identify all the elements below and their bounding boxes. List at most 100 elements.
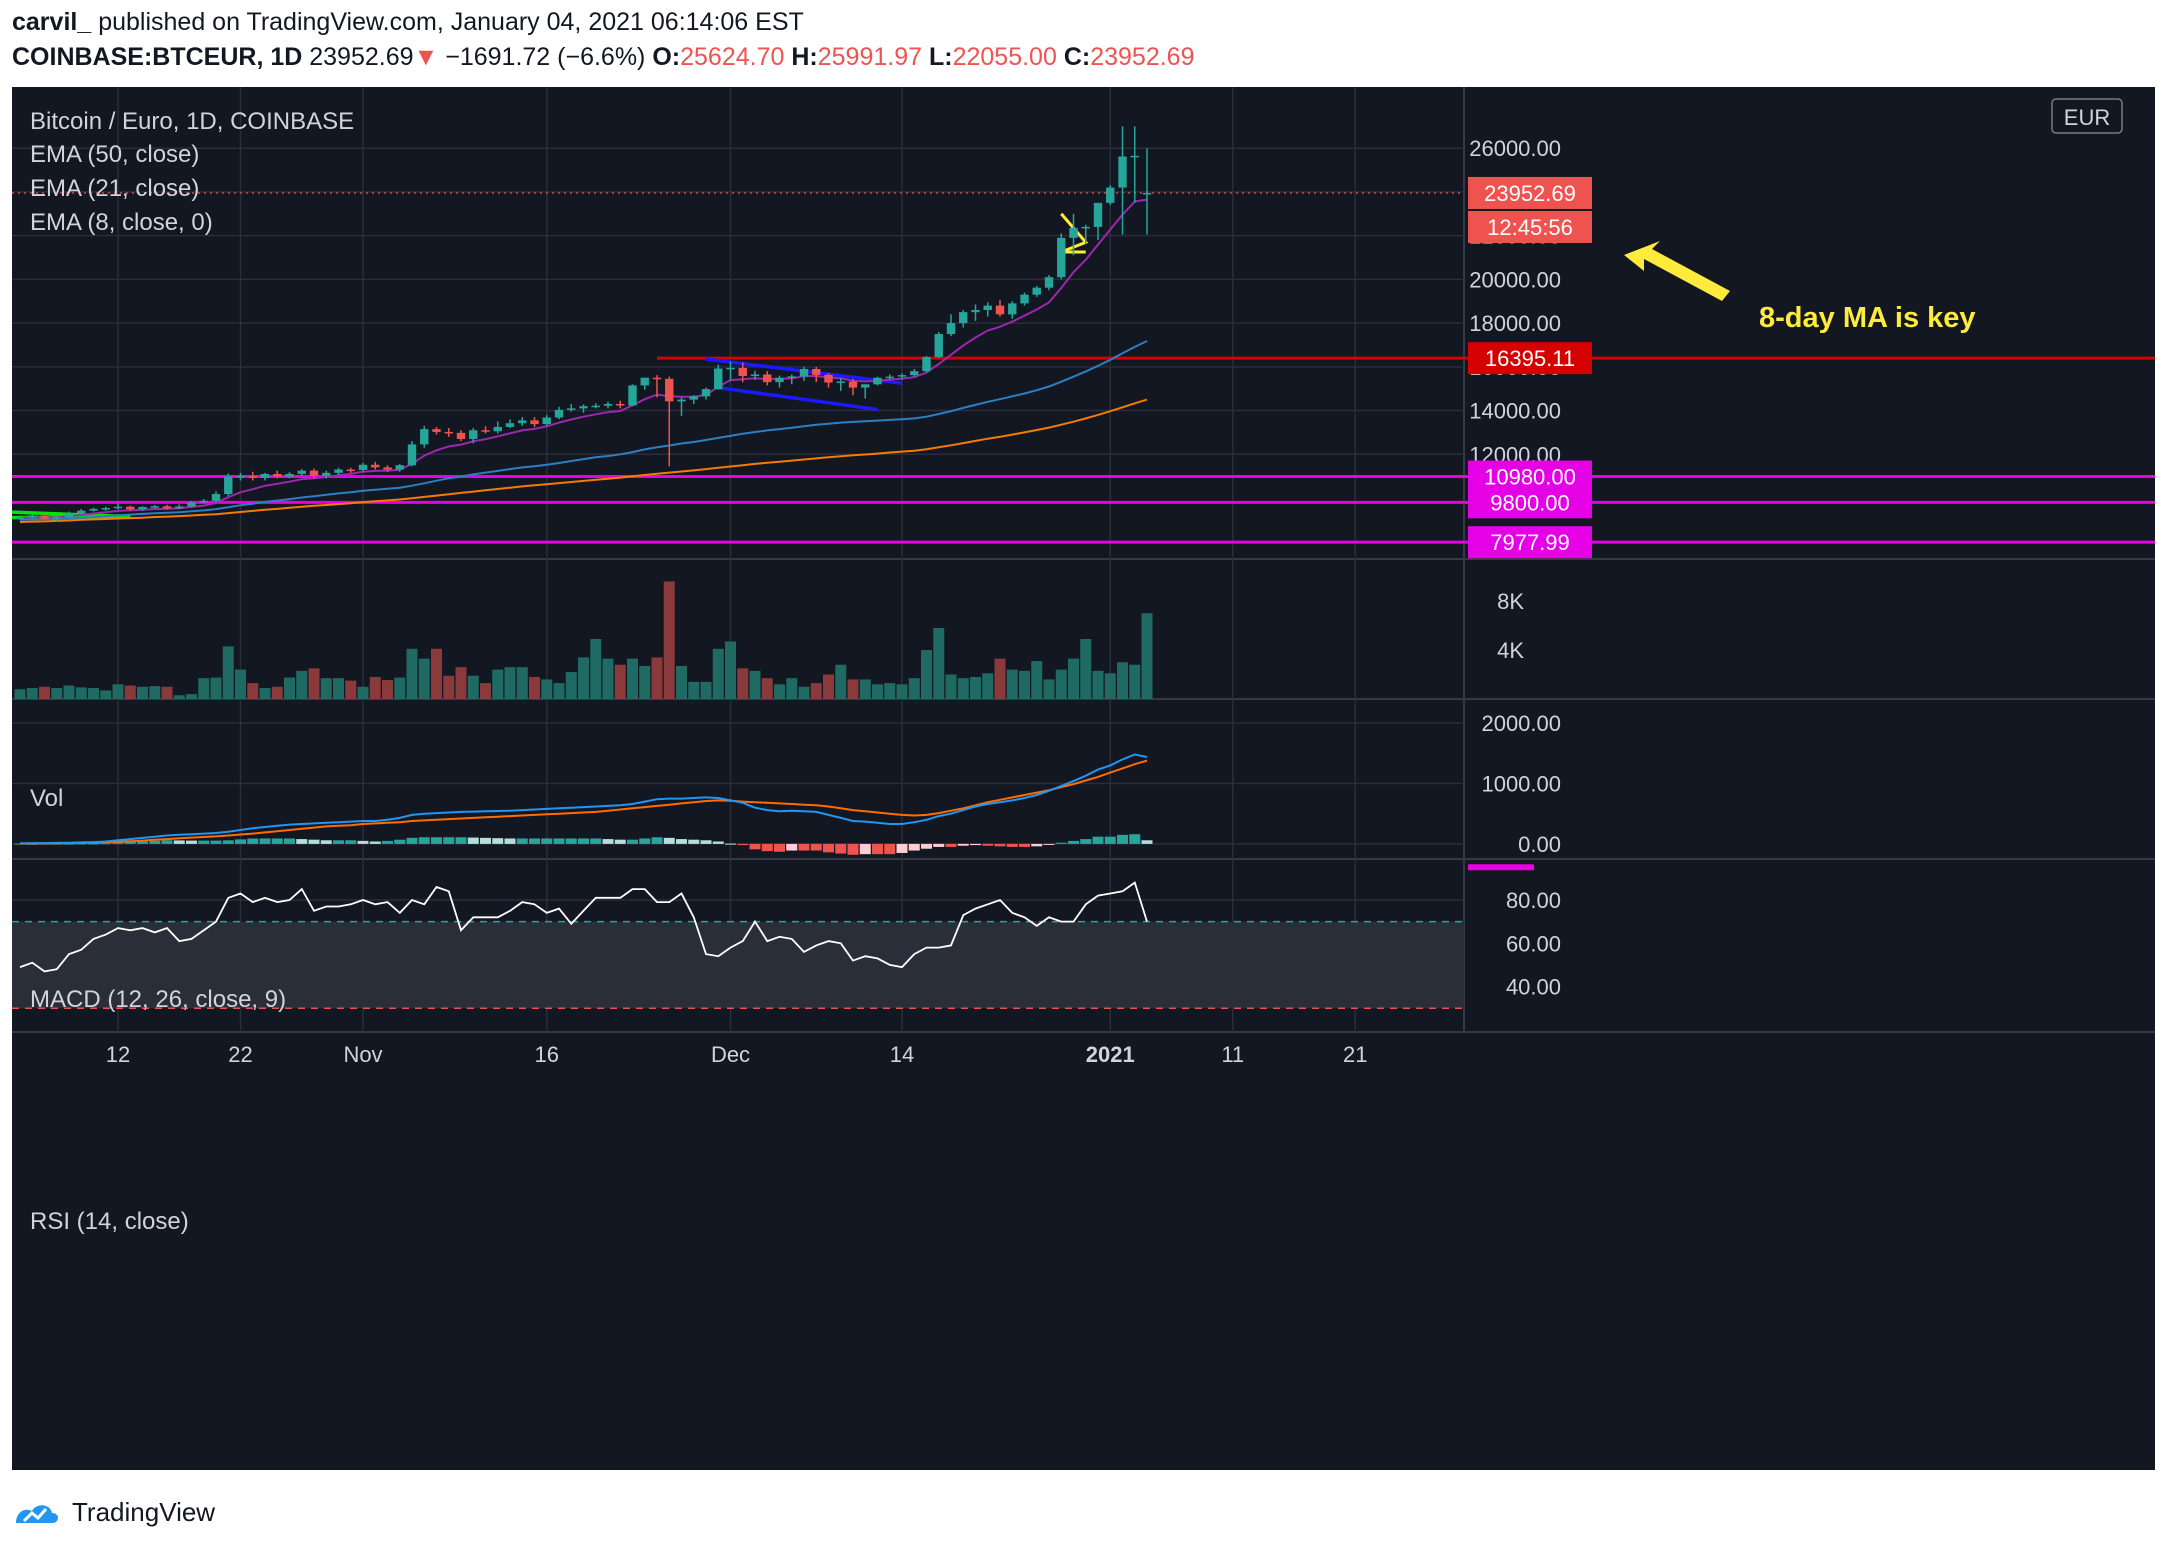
ema50-line: [19, 398, 1148, 523]
trading-chart[interactable]: 1222Nov16Dec142021112126000.0024000.0022…: [11, 87, 2155, 1470]
volume-bar: [51, 687, 63, 699]
volume-bar: [100, 690, 112, 699]
volume-bar: [149, 686, 161, 699]
macd-histogram-bar: [1055, 842, 1067, 844]
macd-histogram-bar: [1080, 839, 1092, 844]
volume-bar: [26, 687, 38, 699]
macd-histogram-bar: [847, 843, 859, 855]
author-name[interactable]: carvil_: [12, 8, 92, 36]
macd-histogram-bar: [14, 843, 26, 845]
volume-bar: [774, 684, 785, 699]
candle-body: [591, 405, 600, 408]
legend-ema8[interactable]: EMA (8, close, 0): [30, 209, 213, 236]
macd-histogram-bar: [1129, 834, 1141, 844]
candle-body: [493, 426, 502, 432]
chart-area[interactable]: 1222Nov16Dec142021112126000.0024000.0022…: [11, 87, 2155, 1470]
countdown-tag-bg: [1468, 210, 1592, 243]
trend-line-lower: [718, 385, 878, 412]
macd-histogram-bar: [492, 838, 504, 844]
ema-lines: [19, 198, 1148, 523]
volume-bar: [896, 684, 908, 699]
macd-histogram-bar: [982, 843, 994, 846]
resistance-tag: 16395.11: [1485, 346, 1575, 371]
candle-body: [873, 377, 882, 385]
candle-body: [297, 470, 306, 474]
macd-histogram-bar: [357, 840, 369, 844]
legend-ema21[interactable]: EMA (21, close): [30, 175, 199, 202]
candle-body: [1093, 202, 1103, 227]
volume-bar: [945, 674, 957, 699]
volume-bar: [308, 668, 320, 699]
x-tick-label: 21: [1343, 1042, 1367, 1067]
macd-histogram-bar: [810, 843, 822, 851]
legend-title: Bitcoin / Euro, 1D, COINBASE: [30, 108, 354, 135]
candle-body: [861, 384, 870, 388]
change-value: −1691.72 (−6.6%): [445, 43, 646, 71]
volume-bar: [455, 667, 467, 699]
volume-bar: [957, 678, 969, 699]
candle-body: [995, 305, 1005, 315]
volume-bar: [994, 658, 1006, 699]
volume-bar: [75, 687, 87, 699]
candle-body: [518, 420, 527, 424]
tradingview-logo-icon[interactable]: [12, 1497, 62, 1527]
candle-body: [885, 376, 894, 379]
volume-bar: [1043, 679, 1055, 699]
volume-bar: [614, 664, 626, 699]
macd-pane: [14, 753, 1153, 855]
candle-body: [738, 367, 747, 376]
volume-bar: [1006, 669, 1018, 699]
candle-body: [211, 494, 221, 501]
candle-body: [1106, 187, 1115, 203]
macd-histogram-bar: [259, 838, 271, 844]
volume-bar: [602, 658, 614, 699]
candle-body: [138, 506, 147, 510]
macd-histogram-bar: [480, 837, 491, 844]
support-tag-1: 10980.00: [1484, 465, 1576, 490]
macd-histogram-bar: [761, 843, 773, 852]
volume-bar: [1055, 669, 1067, 699]
legend-vol[interactable]: Vol: [30, 785, 63, 812]
macd-histogram-bar: [896, 843, 908, 853]
volume-bar: [982, 673, 994, 699]
candle-body: [910, 371, 919, 376]
candle-body: [1044, 277, 1054, 288]
volume-bar: [541, 679, 553, 699]
candle-body: [444, 431, 453, 434]
candle-body: [469, 430, 478, 439]
candle-body: [15, 517, 25, 519]
low-label: L:: [928, 43, 953, 71]
macd-histogram-bar: [823, 843, 834, 853]
volume-bar: [859, 679, 871, 699]
ema8-line: [19, 198, 1148, 520]
candle-body: [395, 465, 404, 470]
rsi-level-tag: [1468, 864, 1534, 871]
candle-body: [28, 515, 37, 518]
legend-macd[interactable]: MACD (12, 26, close, 9): [30, 986, 286, 1013]
macd-histogram-bar: [296, 839, 308, 844]
macd-histogram-bar: [100, 843, 112, 845]
candle-body: [273, 473, 282, 477]
volume-bar: [63, 685, 75, 699]
rsi-band: [12, 921, 1464, 1009]
candle-body: [554, 409, 564, 418]
legend-ema50[interactable]: EMA (50, close): [30, 141, 199, 168]
volume-bar: [296, 670, 308, 699]
macd-histogram-bar: [774, 843, 785, 852]
candle-body: [946, 323, 956, 335]
candle-body: [236, 476, 245, 478]
currency-badge[interactable]: [2051, 98, 2123, 134]
last-price-tag-bg: [1468, 176, 1592, 209]
brand-name[interactable]: TradingView: [72, 1496, 216, 1527]
candle-body: [126, 506, 135, 510]
macd-histogram-bar: [565, 838, 577, 844]
legend-rsi[interactable]: RSI (14, close): [30, 1208, 189, 1235]
volume-bar: [418, 658, 430, 699]
x-tick-label: 11: [1221, 1042, 1244, 1067]
candle-body: [714, 368, 723, 390]
volume-bar: [210, 677, 222, 699]
macd-histogram-bar: [884, 843, 896, 855]
macd-histogram-bar: [872, 843, 883, 855]
candle-body: [40, 515, 49, 519]
candle-body: [432, 429, 441, 432]
